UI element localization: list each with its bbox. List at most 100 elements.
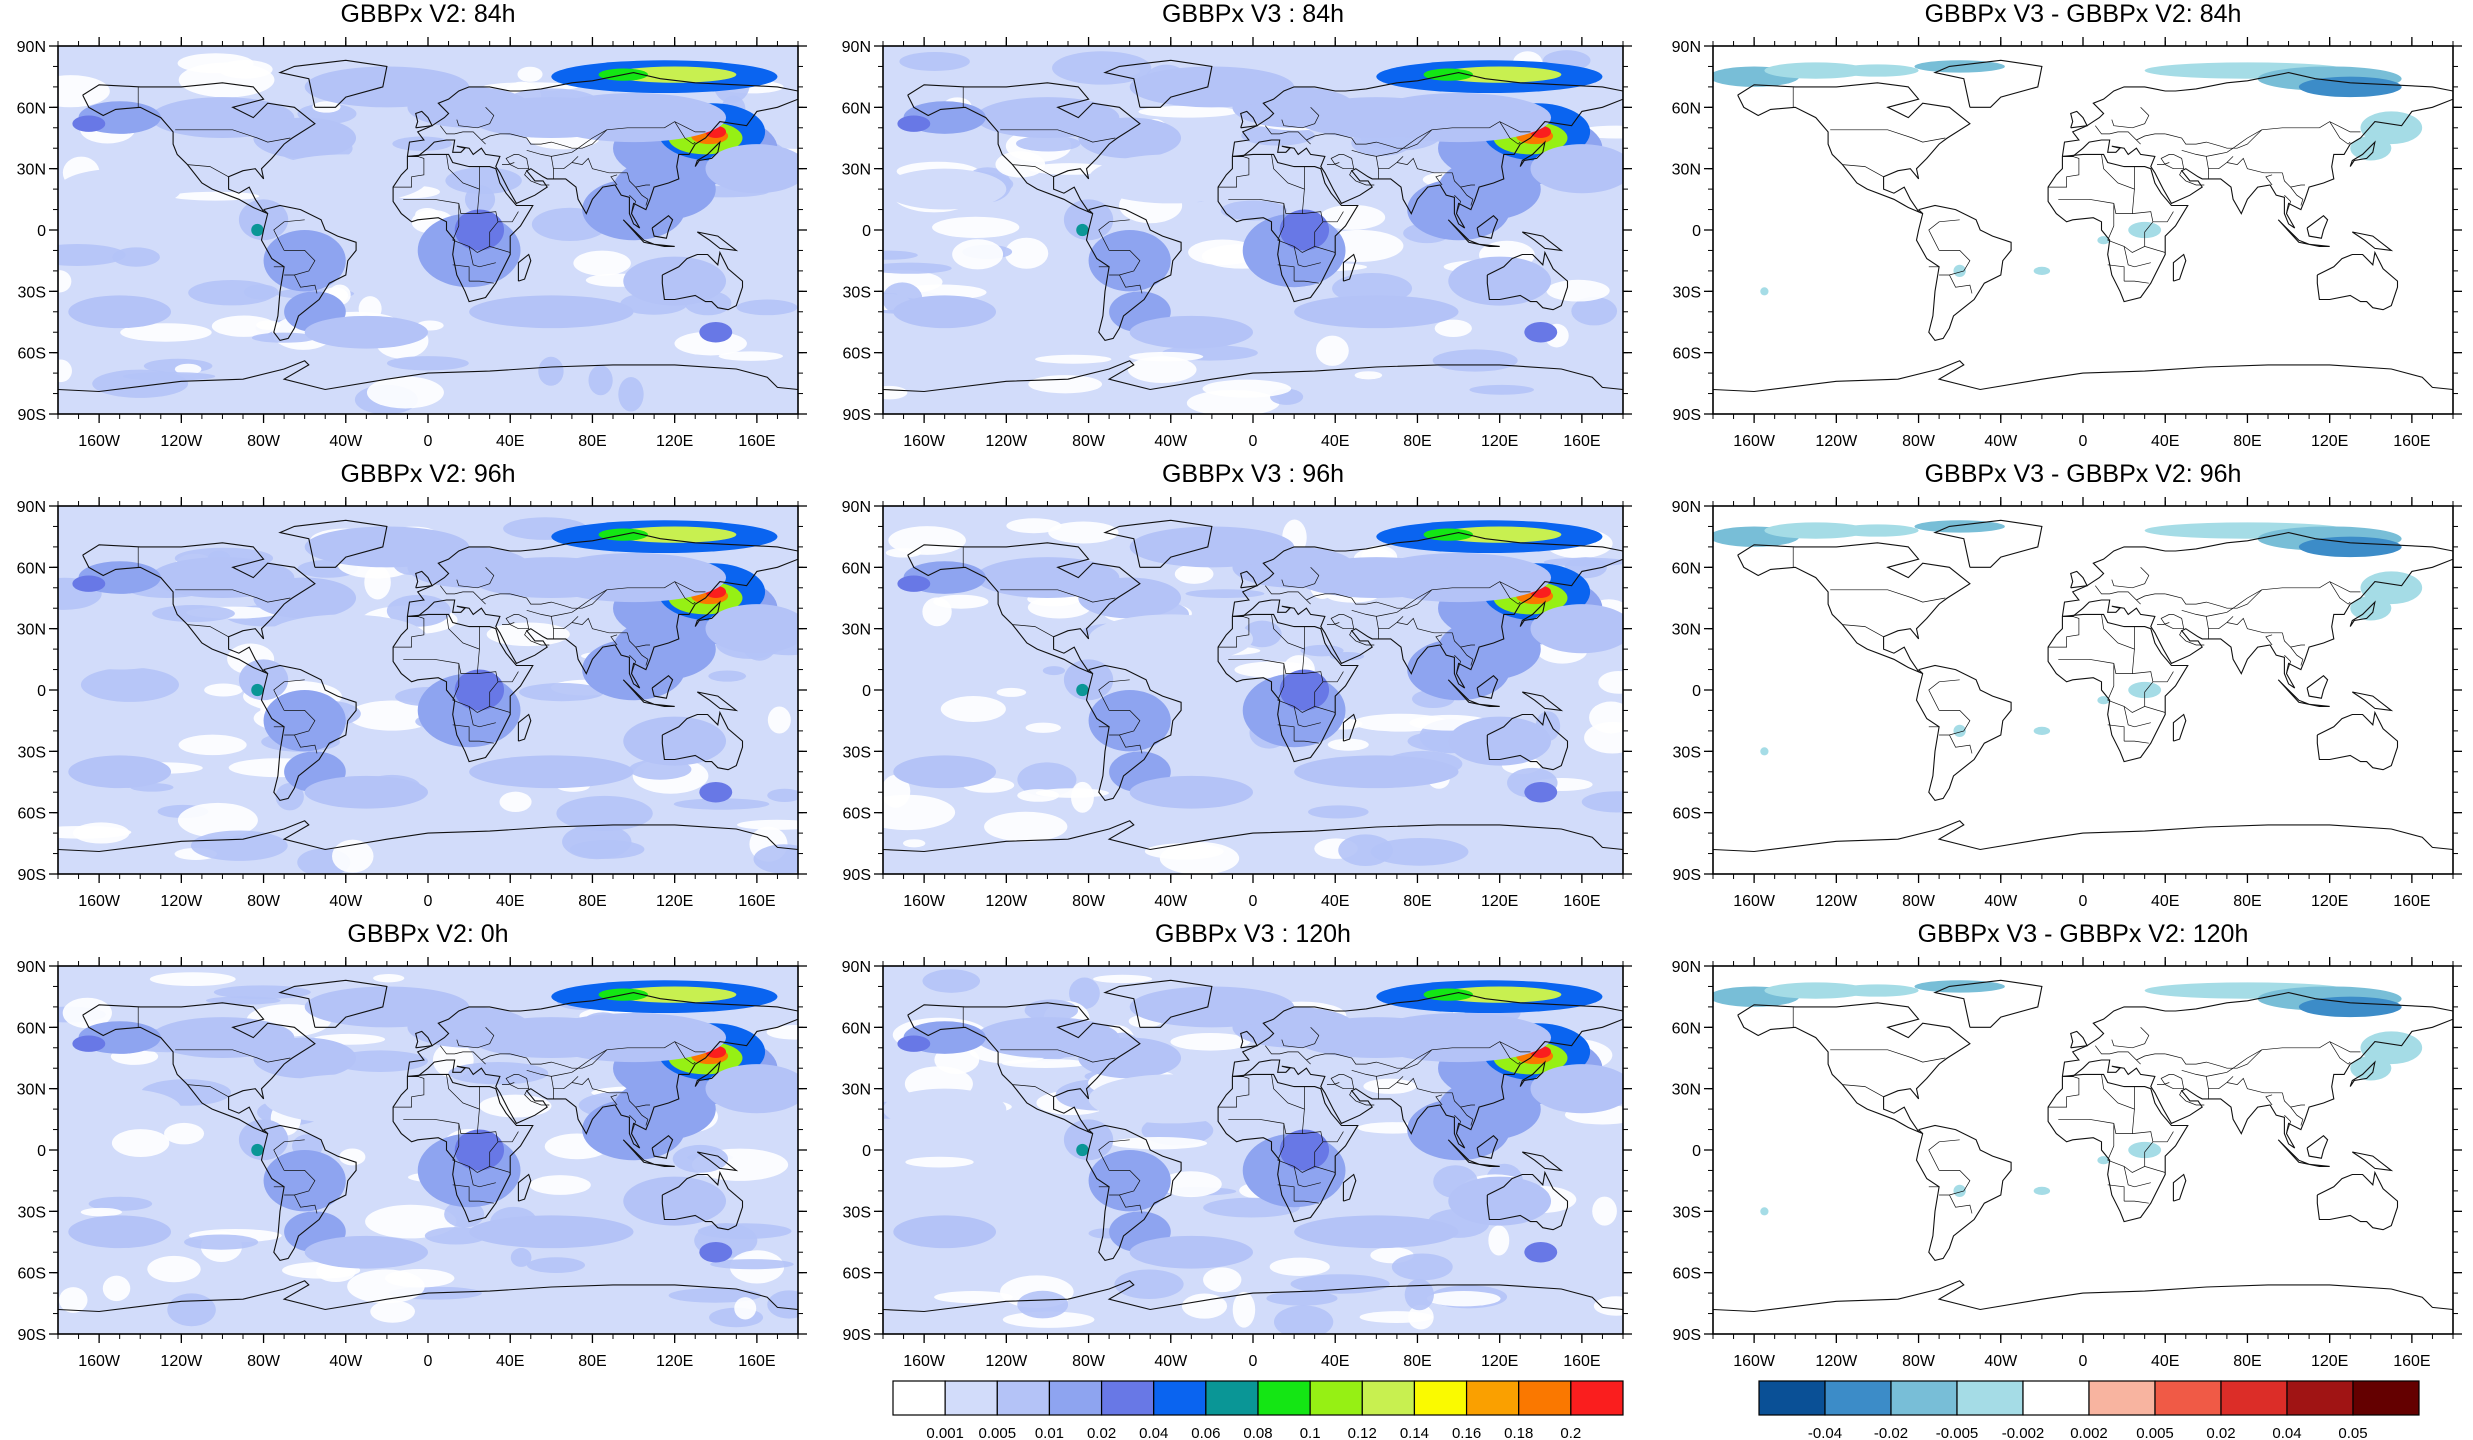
coastline — [2351, 231, 2394, 252]
country-border — [187, 624, 229, 638]
difference-region — [1953, 1184, 1966, 1198]
country-border — [2284, 1114, 2292, 1134]
concentration-plume — [1088, 154, 1254, 204]
coastline — [1915, 1124, 2012, 1262]
colorbar-label: 0.001 — [926, 1425, 964, 1440]
field-cell — [80, 1207, 123, 1217]
lon-tick-label: 160W — [903, 433, 946, 450]
field-cell — [499, 791, 532, 813]
colorbar-box — [1890, 1380, 1958, 1416]
country-border — [284, 1194, 318, 1214]
coastlines — [1713, 59, 2453, 393]
country-border — [1435, 1094, 1443, 1106]
concentration-plume — [58, 168, 182, 210]
country-border — [175, 129, 291, 143]
country-border — [1454, 654, 1462, 674]
concentration-plume — [613, 1078, 716, 1140]
country-border — [1109, 1170, 1141, 1196]
country-border — [526, 1049, 607, 1077]
lon-tick-label: 0 — [1249, 893, 1258, 910]
field-cell — [1290, 1274, 1390, 1294]
panel-title: GBBPx V3 - GBBPx V2: 84h — [1925, 0, 2242, 28]
lon-tick-label: 40E — [496, 1353, 524, 1370]
country-border — [2132, 211, 2154, 222]
lat-tick-label: 60N — [1672, 560, 1701, 577]
country-border — [446, 614, 480, 650]
field-cell — [211, 315, 277, 337]
map-panel-4: 90N 60N 30N 0 30S 60S 90S 160W 120W 80W 40W 0 40E 80E… — [17, 460, 807, 910]
concentration-plume — [263, 154, 428, 204]
lon-tick-label: 40E — [2151, 1353, 2179, 1370]
coastline — [661, 710, 744, 771]
country-border — [1335, 121, 1531, 149]
colorbar-box — [892, 1380, 946, 1416]
field-cell — [479, 1094, 552, 1118]
country-border — [1330, 1074, 1355, 1090]
lon-tick-label: 120E — [2311, 1353, 2348, 1370]
field-cell — [386, 356, 469, 371]
field-cell — [92, 369, 189, 398]
lat-tick-label: 60N — [842, 1020, 871, 1037]
concentration-plume — [897, 115, 931, 132]
country-border — [629, 1114, 637, 1134]
field-cell — [373, 974, 405, 983]
difference-region — [2360, 571, 2423, 605]
lat-tick-label: 0 — [1692, 223, 1701, 240]
field-cell — [734, 1297, 757, 1320]
colorbar-label: 0.14 — [1400, 1425, 1429, 1440]
colorbar-box — [1956, 1380, 2024, 1416]
coastline — [1231, 992, 1623, 1149]
country-border — [1314, 221, 1324, 247]
field-cell — [339, 1148, 366, 1166]
country-border — [1302, 211, 1324, 222]
country-border — [2290, 186, 2304, 206]
lon-tick-label: 40W — [1154, 893, 1188, 910]
colorbar-box — [1205, 1380, 1259, 1416]
country-border — [2226, 617, 2283, 634]
country-border — [1293, 246, 1321, 268]
lat-tick-label: 30S — [843, 744, 871, 761]
coastline — [1240, 570, 1258, 589]
country-border — [635, 646, 649, 666]
lat-tick-label: 90N — [17, 959, 46, 976]
field-cell — [1571, 296, 1618, 326]
country-border — [629, 194, 637, 214]
lon-tick-label: 0 — [424, 1353, 433, 1370]
country-border — [489, 221, 499, 247]
concentration-plume — [72, 1035, 106, 1052]
country-border — [1283, 1109, 1305, 1134]
concentration-plume — [251, 683, 264, 697]
concentration-plume — [613, 526, 737, 543]
field-cell — [1581, 791, 1623, 813]
coastline — [1447, 1139, 1500, 1167]
field-cell — [243, 284, 279, 300]
colorbar-box — [2154, 1380, 2222, 1416]
concentration-plume — [897, 575, 931, 592]
field-cell — [903, 839, 926, 848]
coastline — [661, 1170, 744, 1231]
field-cell — [1093, 974, 1153, 984]
colorbar-label: 0.18 — [1504, 1425, 1533, 1440]
field-cell — [1042, 666, 1066, 676]
country-border — [2181, 589, 2262, 617]
lat-tick-label: 30S — [1673, 284, 1701, 301]
field-cell — [1048, 521, 1119, 544]
country-border — [2144, 1141, 2154, 1167]
coastline — [517, 1173, 532, 1202]
country-border — [2111, 1027, 2150, 1049]
coastline — [2172, 1173, 2187, 1202]
concentration-plume — [1448, 716, 1552, 766]
country-border — [1293, 706, 1321, 728]
field-cell — [710, 1259, 794, 1270]
country-border — [2157, 622, 2170, 625]
concentration-plume — [897, 1035, 931, 1052]
colorbar-box — [1518, 1380, 1572, 1416]
country-border — [2107, 699, 2166, 713]
coastline — [2306, 674, 2329, 699]
coastline — [1085, 204, 1182, 342]
lat-tick-label: 60S — [18, 806, 46, 823]
coastline — [415, 570, 433, 589]
concentration-plume — [613, 66, 737, 83]
coastline — [2316, 250, 2399, 311]
lon-tick-label: 120W — [985, 893, 1028, 910]
